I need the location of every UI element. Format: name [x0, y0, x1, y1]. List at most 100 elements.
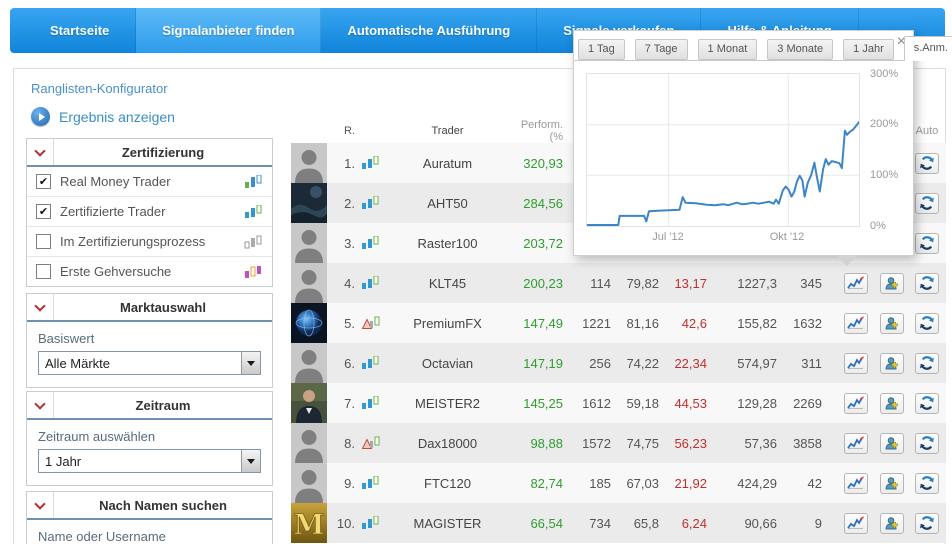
popup-tab-1-tag[interactable]: 1 Tag [578, 39, 625, 60]
follow-trader-button[interactable] [880, 272, 904, 294]
performance-value: 203,72 [523, 235, 563, 251]
popup-tab-label: 7 Tage [644, 43, 678, 55]
performance-chart-button[interactable] [844, 472, 868, 494]
trader-row-premiumfx[interactable]: 5. PremiumFX 147,49 1221 81,16 42,6 155,… [291, 303, 946, 343]
market-select[interactable]: Alle Märkte [38, 351, 261, 375]
autotrade-refresh-icon [920, 236, 934, 250]
trader-row-octavian[interactable]: 6. Octavian 147,19 256 74,22 22,34 574,9… [291, 343, 946, 383]
follow-trader-button[interactable] [880, 312, 904, 334]
trader-row-magister[interactable]: M 10. MAGISTER 66,54 734 65,8 6,24 90,66… [291, 503, 946, 543]
trader-avatar [291, 303, 327, 343]
trader-row-dax18000[interactable]: 8. Dax18000 98,88 1572 74,75 56,23 57,36… [291, 423, 946, 463]
filter-row-erste-gehversuche: Erste Gehversuche [27, 256, 272, 286]
collapse-toggle[interactable] [27, 294, 54, 320]
follow-trader-icon [885, 516, 898, 529]
performance-chart-button[interactable] [844, 432, 868, 454]
metric-value: 424,29 [737, 475, 777, 491]
followers-value: 3858 [793, 435, 822, 451]
trader-row-klt45[interactable]: 4. KLT45 200,23 114 79,82 13,17 1227,3 3… [291, 263, 946, 303]
section-name-search: Nach Namen suchen Name oder Username [26, 491, 273, 544]
win-percent-value: 79,82 [626, 275, 659, 291]
checkbox-zertifizierte-trader[interactable]: ✔ [36, 204, 51, 219]
followers-value: 9 [814, 515, 822, 531]
follow-trader-button[interactable] [880, 432, 904, 454]
trader-row-meister2[interactable]: 7. MEISTER2 145,25 1612 59,18 44,53 129,… [291, 383, 946, 423]
avatar-image [291, 263, 327, 303]
performance-chart-button[interactable] [844, 392, 868, 414]
autotrade-button[interactable] [915, 392, 939, 414]
field-label: Basiswert [38, 331, 95, 346]
y-axis-tick: 0% [870, 220, 886, 232]
bars-icon [361, 236, 378, 249]
performance-chart-button[interactable] [844, 272, 868, 294]
section-market: Marktauswahl Basiswert Alle Märkte [26, 293, 273, 388]
follow-trader-icon [885, 276, 898, 289]
y-axis-tick: 100% [870, 169, 899, 181]
checkbox-real-money-trader[interactable]: ✔ [36, 174, 51, 189]
section-header: Zeitraum [27, 392, 272, 420]
autotrade-button[interactable] [915, 152, 939, 174]
autotrade-refresh-icon [920, 356, 934, 370]
select-dropdown-button[interactable] [241, 450, 260, 472]
nav-tab-startseite[interactable]: Startseite [24, 8, 137, 53]
metric-value: 155,82 [737, 315, 777, 331]
popup-tab-1-monat[interactable]: 1 Monat [697, 39, 758, 60]
nav-tab-signalanbieter-finden[interactable]: Signalanbieter finden [136, 8, 322, 53]
y-axis-tick: 300% [870, 68, 899, 80]
bars-icon [361, 516, 378, 529]
popup-tab-label: 1 Jahr [853, 43, 884, 55]
show-results-button[interactable]: Ergebnis anzeigen [31, 107, 175, 126]
performance-chart-button[interactable] [844, 312, 868, 334]
bars-icon [361, 156, 378, 169]
autotrade-refresh-icon [920, 156, 934, 170]
table-header-row: R. Trader Perform.(% Auto [291, 119, 946, 143]
popup-tab-label: 3 Monate [777, 43, 824, 55]
trader-row-ftc120[interactable]: 9. FTC120 82,74 185 67,03 21,92 424,29 4… [291, 463, 946, 503]
autotrade-button[interactable] [915, 232, 939, 254]
period-select[interactable]: 1 Jahr [38, 449, 261, 473]
checkbox-erste-gehversuche[interactable] [36, 264, 51, 279]
chevron-down-icon [34, 299, 46, 312]
close-icon[interactable]: × [896, 33, 906, 50]
y-axis-tick: 200% [870, 118, 899, 130]
autotrade-refresh-icon [920, 516, 934, 530]
drawdown-value: 56,23 [674, 435, 707, 451]
follow-trader-button[interactable] [880, 512, 904, 534]
collapse-toggle[interactable] [27, 139, 54, 165]
trader-name: PremiumFX [413, 315, 482, 331]
autotrade-button[interactable] [915, 312, 939, 334]
select-dropdown-button[interactable] [241, 352, 260, 374]
performance-value: 145,25 [523, 395, 563, 411]
popup-tab-3-monate[interactable]: 3 Monate [767, 39, 834, 60]
follow-trader-button[interactable] [880, 392, 904, 414]
performance-value: 98,88 [530, 435, 563, 451]
avatar-image [291, 143, 327, 183]
checkbox-im-zertifizierungsprozess[interactable] [36, 234, 51, 249]
popup-tab-7-tage[interactable]: 7 Tage [634, 39, 688, 60]
autotrade-button[interactable] [915, 472, 939, 494]
autotrade-button[interactable] [915, 272, 939, 294]
autotrade-button[interactable] [915, 192, 939, 214]
section-certification: Zertifizierung ✔ Real Money Trader ✔ Zer… [26, 138, 273, 287]
follow-trader-button[interactable] [880, 472, 904, 494]
popup-tab-1-jahr[interactable]: 1 Jahr [843, 39, 894, 60]
trader-name: Auratum [422, 155, 473, 171]
nav-tab-automatische-ausf-hrung[interactable]: Automatische Ausführung [321, 8, 538, 53]
performance-chart-button[interactable] [844, 352, 868, 374]
market-select-value: Alle Märkte [45, 355, 111, 371]
performance-value: 66,54 [530, 515, 563, 531]
autotrade-button[interactable] [915, 432, 939, 454]
autotrade-button[interactable] [915, 352, 939, 374]
collapse-toggle[interactable] [27, 492, 54, 518]
collapse-toggle[interactable] [27, 392, 54, 418]
metric-value: 129,28 [737, 395, 777, 411]
field-label: Zeitraum auswählen [38, 429, 156, 444]
trader-avatar [291, 263, 327, 303]
autotrade-button[interactable] [915, 512, 939, 534]
follow-trader-icon [885, 436, 898, 449]
popup-tab-s-anm[interactable]: s.Anm. [903, 36, 952, 61]
follow-trader-button[interactable] [880, 352, 904, 374]
performance-chart-button[interactable] [844, 512, 868, 534]
filter-row-real-money-trader: ✔ Real Money Trader [27, 167, 272, 196]
